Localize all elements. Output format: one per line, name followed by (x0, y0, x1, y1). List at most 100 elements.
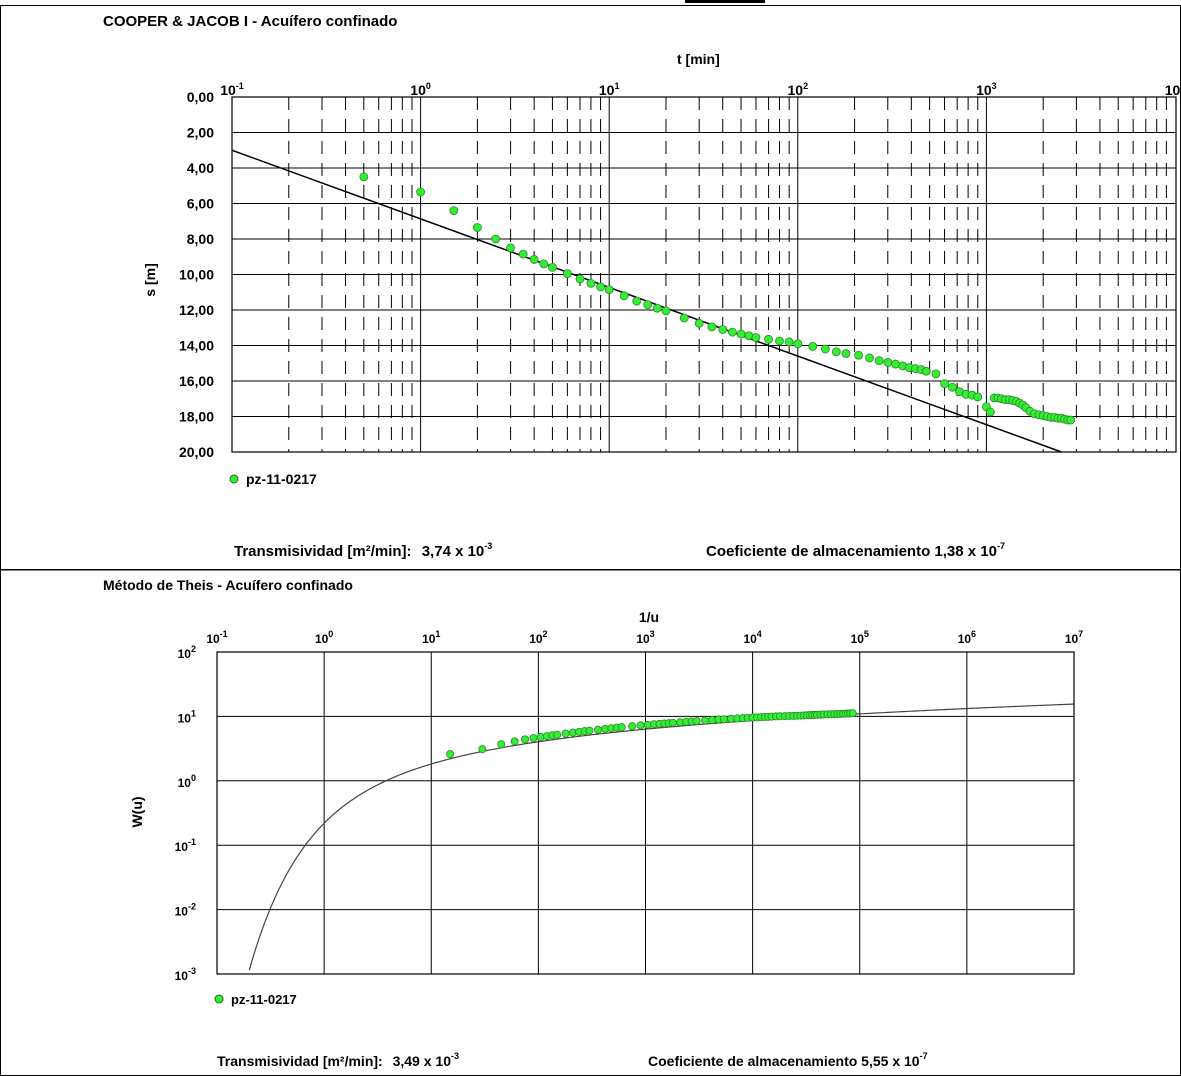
chart1-data-point (596, 282, 605, 292)
chart1-data-point (518, 249, 528, 259)
chart1-x-tick-label-base: 10 (976, 82, 992, 98)
chart2-x-tick-label-exp: 0 (328, 629, 333, 639)
chart2-x-tick-label: 104 (743, 629, 761, 646)
chart1-y-tick-label: 16,00 (179, 373, 214, 389)
chart2-y-tick-label-base: 10 (175, 905, 189, 919)
chart1-data-point (736, 329, 746, 339)
chart2-xlabel: 1/u (639, 609, 659, 625)
chart1-data-point (619, 291, 629, 301)
chart2-y-tick-label: 10-3 (175, 966, 196, 983)
chart1-storage-label: Coeficiente de almacenamiento 1,38 x 10 (706, 543, 997, 560)
chart1-y-tick-label: 4,00 (187, 160, 214, 176)
chart1-transmissivity: Transmisividad [m²/min]: 3,74 x 10-3 (234, 541, 492, 560)
chart1-data-point (808, 341, 818, 351)
chart2-title: Método de Theis - Acuífero confinado (103, 577, 353, 593)
chart1-data-point (775, 336, 784, 346)
chart2-y-tick-label: 100 (178, 773, 196, 790)
chart2-x-tick-label-exp: 2 (543, 629, 548, 639)
chart1-data-point (931, 369, 941, 379)
chart2-x-tick-label-exp: 1 (435, 629, 440, 639)
chart1-x-tick-label-exp: 1 (614, 81, 619, 91)
chart2-y-tick-label-base: 10 (175, 840, 189, 854)
chart1-data-point (865, 353, 874, 363)
chart1-data-point (632, 296, 642, 306)
chart1-x-tick-label-exp: 3 (992, 81, 997, 91)
chart2-x-tick-label-exp: 6 (971, 629, 976, 639)
chart2-x-tick-label-base: 10 (743, 632, 757, 646)
chart2-x-tick-label-base: 10 (1065, 632, 1079, 646)
chart1-data-point (359, 172, 369, 182)
chart1-data-point (727, 327, 737, 337)
chart2-legend-marker (214, 994, 224, 1004)
panel-bottom-frame (0, 569, 1181, 1076)
chart2-data-point (510, 737, 519, 746)
chart1-data-point (643, 300, 653, 310)
chart2-transmissivity-label: Transmisividad [m²/min]: (217, 1053, 383, 1069)
chart1-data-point (784, 337, 794, 347)
chart1-x-tick-label: 103 (976, 81, 997, 98)
chart2-y-tick-label-exp: 0 (191, 773, 196, 783)
chart1-x-tick-label: 10-1 (220, 81, 244, 98)
chart2-data-point (520, 735, 529, 744)
chart1-y-tick-label: 10,00 (179, 267, 214, 283)
chart2-y-tick-label-exp: 2 (191, 644, 196, 654)
chart1-data-point (449, 206, 459, 216)
chart2-x-tick-label: 103 (636, 629, 654, 646)
chart2-data-point (585, 726, 594, 735)
chart2-data-point (668, 718, 677, 727)
chart2-data-point (701, 716, 710, 725)
chart1-x-tick-label-exp: -1 (236, 81, 244, 91)
chart2-data-point (478, 745, 487, 754)
chart2-x-tick-label: 101 (422, 629, 440, 646)
chart2-transmissivity: Transmisividad [m²/min]: 3,49 x 10-3 (217, 1051, 459, 1069)
chart1-data-point (562, 269, 572, 279)
chart1-x-tick-label-base: 10 (788, 82, 804, 98)
chart2-data-point (719, 715, 728, 724)
chart1-y-ticks: 0,00 2,00 4,00 6,00 8,00 10,00 12,00 14,00 16,00… (179, 89, 214, 460)
chart1-data-point (854, 350, 863, 360)
chart2-y-tick-label-base: 10 (175, 969, 189, 983)
chart2-data-point (553, 730, 562, 739)
chart2-data-point (628, 722, 637, 731)
chart1-data-point (539, 259, 549, 269)
chart2-x-tick-label: 102 (529, 629, 547, 646)
chart1-data-point (604, 285, 614, 294)
chart1-data-point (707, 322, 717, 332)
chart1-data-point (891, 359, 900, 369)
chart1-data-point (694, 318, 704, 328)
chart2-y-tick-label: 10-1 (175, 837, 196, 854)
chart1-plot-frame (231, 96, 1177, 453)
chart1-data-point (947, 382, 957, 392)
chart1-data-point (661, 306, 671, 316)
chart1-y-tick-label: 14,00 (179, 338, 214, 354)
chart1-storage-exp: -7 (997, 541, 1005, 551)
chart1-data-point (506, 243, 515, 253)
chart1-gridlines (232, 97, 1176, 452)
chart2-gridlines (217, 652, 1074, 974)
chart2-x-tick-label-exp: -1 (220, 629, 228, 639)
chart2-x-tick-label-base: 10 (851, 632, 865, 646)
chart2-storage-exp: -7 (920, 1051, 928, 1061)
chart1-data-point (472, 223, 482, 232)
chart1-storage: Coeficiente de almacenamiento 1,38 x 10-… (706, 541, 1005, 560)
chart1-data-point (744, 331, 754, 341)
chart1-transmissivity-value: 3,74 x 10 (422, 543, 485, 560)
chart2-x-tick-label: 100 (315, 629, 333, 646)
chart1-x-tick-label: 102 (788, 81, 809, 98)
chart2-x-tick-label-base: 10 (529, 632, 543, 646)
chart2-x-tick-label-base: 10 (422, 632, 436, 646)
chart1-y-tick-label: 6,00 (187, 196, 214, 212)
chart2-x-tick-label-exp: 3 (650, 629, 655, 639)
chart1-y-tick-label: 18,00 (179, 409, 214, 425)
chart1-data-point (751, 333, 761, 342)
chart1-y-tick-label: 2,00 (187, 125, 214, 141)
chart1-x-tick-label: 100 (410, 81, 431, 98)
chart2-x-tick-label-exp: 5 (864, 629, 869, 639)
chart1-data-point (652, 303, 662, 313)
chart1-data-point (921, 366, 931, 376)
chart2-data-point (529, 734, 538, 743)
chart2-data-point (636, 721, 645, 730)
